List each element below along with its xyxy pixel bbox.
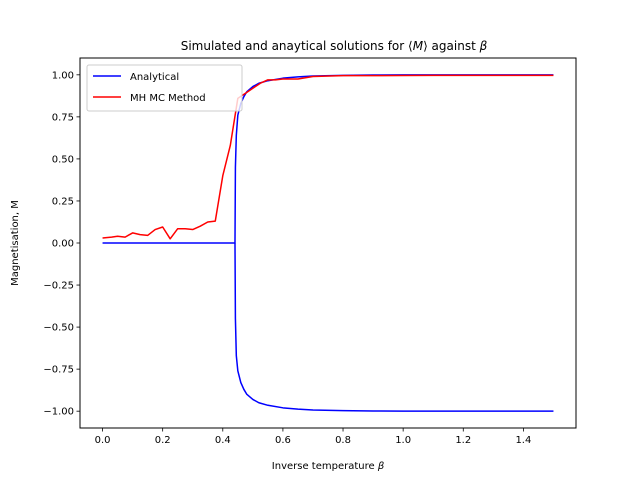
y-tick-label: 1.00 (52, 70, 74, 81)
y-tick-label: −0.75 (43, 365, 74, 376)
x-tick-label: 1.2 (455, 435, 471, 446)
x-axis-label: Inverse temperature β (272, 461, 385, 472)
plot-lines (102, 74, 554, 412)
y-tick-label: 0.25 (52, 196, 74, 207)
y-tick-label: 0.00 (52, 239, 74, 250)
chart-title: Simulated and anaytical solutions for ⟨M… (181, 39, 488, 53)
legend-box (86, 64, 243, 112)
x-tick-label: 1.0 (395, 435, 411, 446)
legend-label-analytical: Analytical (130, 72, 179, 83)
y-tick-label: −0.25 (43, 281, 74, 292)
series-line-analytical-negative-branch (234, 242, 554, 412)
legend: Analytical MH MC Method (86, 64, 243, 112)
x-tick-label: 0.6 (275, 435, 291, 446)
x-tick-label: 0.4 (215, 435, 231, 446)
series-line-mh-mc-method (102, 74, 554, 240)
y-axis-label: Magnetisation, M (10, 200, 21, 286)
y-tick-label: −1.00 (43, 407, 74, 418)
y-tick-label: 0.50 (52, 154, 74, 165)
x-tick-label: 0.8 (335, 435, 351, 446)
x-tick-label: 0.2 (155, 435, 171, 446)
y-tick-label: 0.75 (52, 112, 74, 123)
x-tick-label: 0.0 (95, 435, 111, 446)
x-axis: 0.0 0.2 0.4 0.6 0.8 1.0 1.2 1.4 (95, 428, 531, 446)
y-axis: −1.00 −0.75 −0.50 −0.25 0.00 0.25 0.50 0.75 1.00 (43, 70, 80, 418)
legend-label-mh-mc: MH MC Method (130, 93, 206, 104)
y-tick-label: −0.50 (43, 323, 74, 334)
x-tick-label: 1.4 (515, 435, 531, 446)
